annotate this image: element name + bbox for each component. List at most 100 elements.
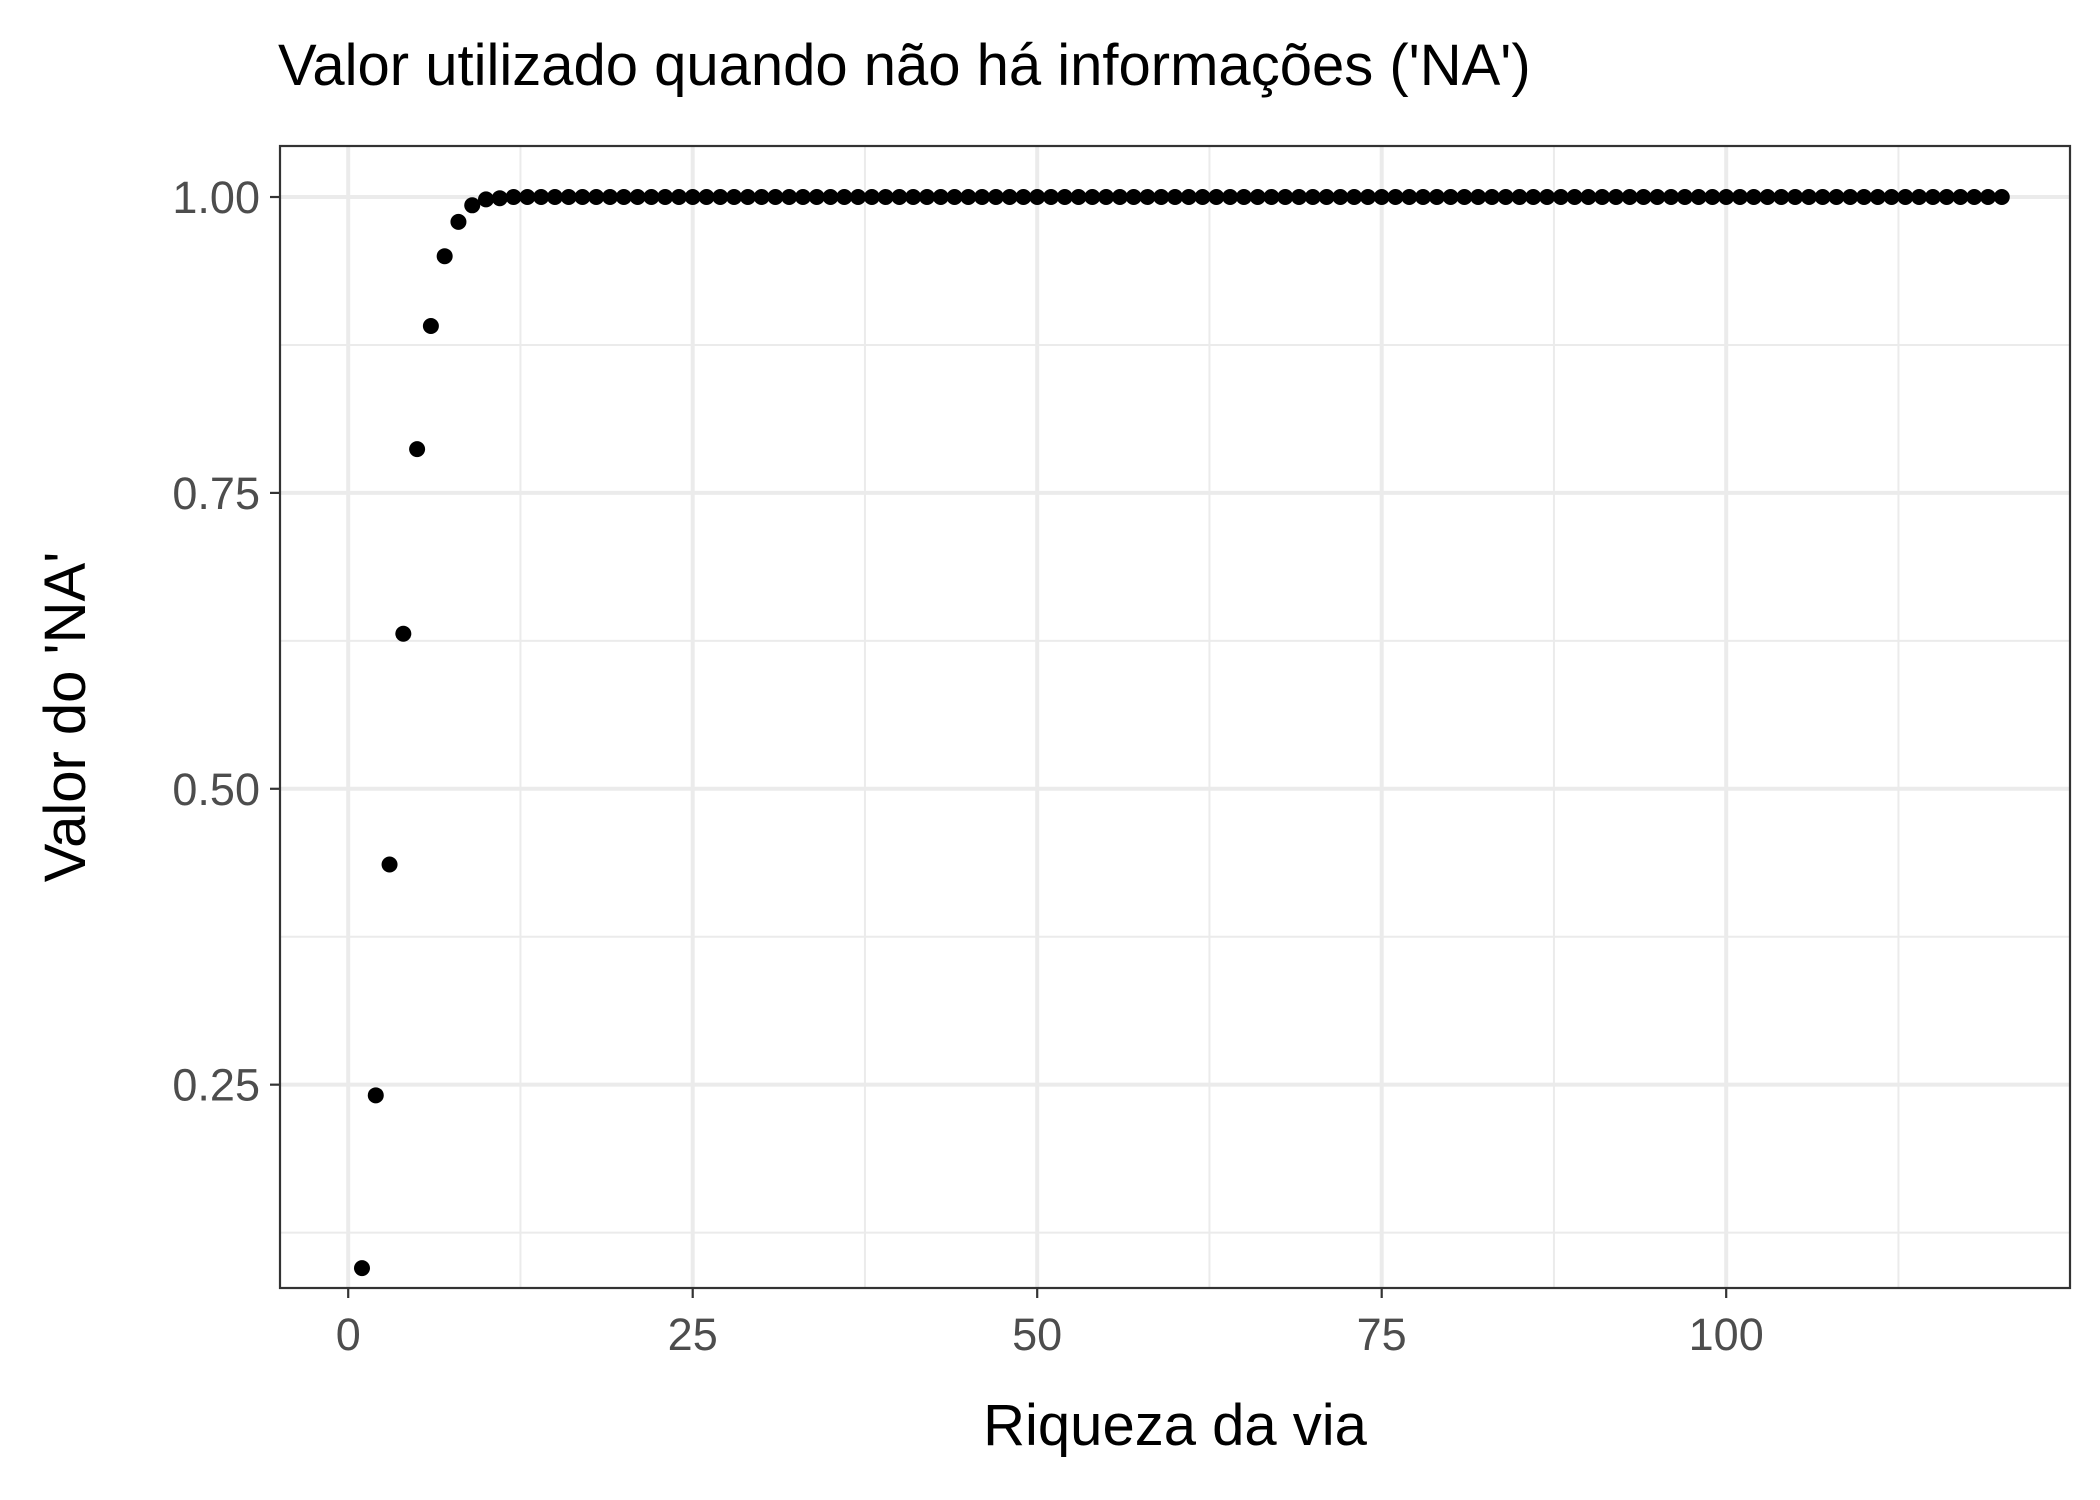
data-point xyxy=(1745,189,1762,206)
data-point xyxy=(1346,189,1363,206)
data-point xyxy=(1332,189,1349,206)
data-point xyxy=(1855,189,1872,206)
data-point xyxy=(808,189,825,206)
x-tick-label: 25 xyxy=(668,1309,718,1360)
data-point xyxy=(574,189,591,206)
plot-border xyxy=(278,144,2072,1290)
data-point xyxy=(1539,189,1556,206)
data-point xyxy=(1139,189,1156,206)
data-point xyxy=(877,189,894,206)
data-point xyxy=(1084,189,1101,206)
data-point xyxy=(1952,189,1969,206)
data-point xyxy=(1456,189,1473,206)
data-point xyxy=(1304,189,1321,206)
data-point xyxy=(836,189,853,206)
data-point xyxy=(615,189,632,206)
data-point xyxy=(767,189,784,206)
data-point xyxy=(1167,189,1183,206)
data-point xyxy=(794,189,811,206)
data-point xyxy=(1676,189,1693,206)
data-point xyxy=(863,189,880,206)
data-point xyxy=(409,441,426,458)
data-point xyxy=(891,189,908,206)
data-point xyxy=(560,189,577,206)
data-point xyxy=(932,189,949,206)
data-point xyxy=(1401,189,1418,206)
y-tick-label: 0.50 xyxy=(172,764,260,815)
data-point xyxy=(1153,189,1170,206)
data-point xyxy=(1814,189,1831,206)
data-point xyxy=(1993,189,2010,206)
data-point xyxy=(1222,189,1239,206)
data-point xyxy=(1180,189,1197,206)
data-point xyxy=(1897,189,1914,206)
data-point xyxy=(381,856,398,873)
plot-panel xyxy=(280,146,2070,1288)
data-point xyxy=(1208,189,1225,206)
data-point xyxy=(546,189,563,206)
data-point xyxy=(1607,189,1624,206)
data-point xyxy=(1924,189,1941,206)
data-point xyxy=(905,189,922,206)
data-point xyxy=(1263,189,1280,206)
data-point xyxy=(657,189,674,206)
data-point xyxy=(588,189,605,206)
data-point xyxy=(1511,189,1528,206)
data-point xyxy=(1029,189,1046,206)
data-point xyxy=(602,189,619,206)
data-point xyxy=(918,189,935,206)
data-point xyxy=(519,189,536,206)
x-tick-label: 100 xyxy=(1689,1309,1764,1360)
data-point xyxy=(1966,189,1983,206)
data-point xyxy=(987,189,1004,206)
data-point xyxy=(422,318,439,335)
data-point xyxy=(1042,189,1059,206)
data-point xyxy=(1842,189,1859,206)
data-point xyxy=(1497,189,1514,206)
data-point xyxy=(1663,189,1680,206)
data-point xyxy=(1249,189,1266,206)
data-point xyxy=(1277,189,1294,206)
data-point xyxy=(436,248,453,265)
y-tick-label: 0.75 xyxy=(172,468,260,519)
data-point xyxy=(1828,189,1845,206)
x-tick-label: 75 xyxy=(1357,1309,1407,1360)
data-point xyxy=(1621,189,1638,206)
y-tick-label: 0.25 xyxy=(172,1060,260,1111)
data-point xyxy=(1291,189,1308,206)
data-point xyxy=(1731,189,1748,206)
data-point xyxy=(1525,189,1542,206)
data-point xyxy=(1552,189,1569,206)
data-point xyxy=(822,189,839,206)
data-point xyxy=(1387,189,1404,206)
data-point xyxy=(781,189,798,206)
data-point xyxy=(1635,189,1652,206)
data-point xyxy=(450,213,467,230)
data-point xyxy=(698,189,715,206)
data-point xyxy=(1883,189,1900,206)
data-point xyxy=(643,189,660,206)
data-point xyxy=(1787,189,1804,206)
data-point xyxy=(1566,189,1583,206)
x-axis-label: Riqueza da via xyxy=(983,1393,1367,1458)
x-tick-label: 50 xyxy=(1012,1309,1062,1360)
data-point xyxy=(850,189,867,206)
data-point xyxy=(353,1260,370,1277)
data-point xyxy=(1056,189,1073,206)
data-point xyxy=(1718,189,1735,206)
data-point xyxy=(1428,189,1445,206)
chart-title: Valor utilizado quando não há informaçõe… xyxy=(278,33,1531,98)
data-point xyxy=(974,189,991,206)
data-point xyxy=(1594,189,1611,206)
x-tick-label: 0 xyxy=(336,1309,361,1360)
data-point xyxy=(464,197,481,214)
data-point xyxy=(1373,189,1390,206)
data-point xyxy=(1359,189,1376,206)
data-point xyxy=(1800,189,1817,206)
data-point xyxy=(1704,189,1721,206)
data-point xyxy=(1125,189,1142,206)
data-point xyxy=(1690,189,1707,206)
data-point xyxy=(491,190,508,207)
data-point xyxy=(753,189,770,206)
